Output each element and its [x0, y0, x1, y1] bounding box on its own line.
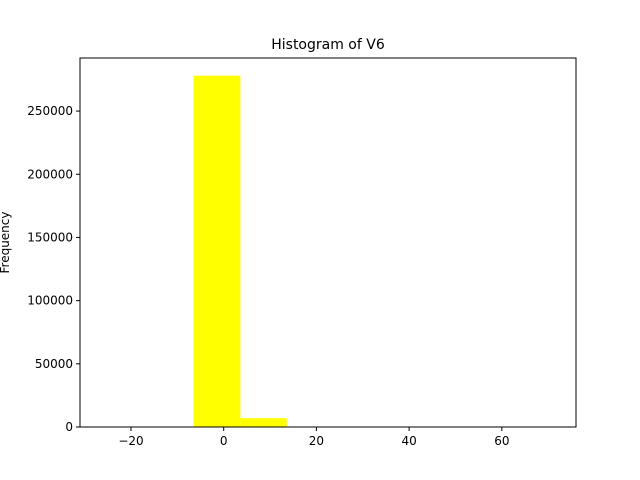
y-tick-label: 0 [65, 420, 73, 434]
bars-group [193, 75, 567, 428]
x-tick-label: 20 [309, 434, 324, 448]
x-tick-label: −20 [118, 434, 143, 448]
histogram-bar-1 [193, 75, 241, 428]
y-axis-label: Frequency [0, 212, 12, 274]
x-tick-label: 40 [401, 434, 416, 448]
y-tick-label: 50000 [35, 357, 73, 371]
x-axis: −20 0 20 40 60 [118, 427, 509, 448]
x-tick-label: 0 [220, 434, 228, 448]
y-tick-label: 150000 [27, 230, 73, 244]
chart-title: Histogram of V6 [271, 37, 385, 53]
y-axis: 0 50000 100000 150000 200000 250000 [27, 104, 80, 434]
plot-frame [79, 57, 577, 428]
histogram-bar-2 [240, 418, 287, 427]
x-tick-label: 60 [494, 434, 509, 448]
y-tick-label: 200000 [27, 167, 73, 181]
y-tick-label: 100000 [27, 294, 73, 308]
y-tick-label: 250000 [27, 104, 73, 118]
